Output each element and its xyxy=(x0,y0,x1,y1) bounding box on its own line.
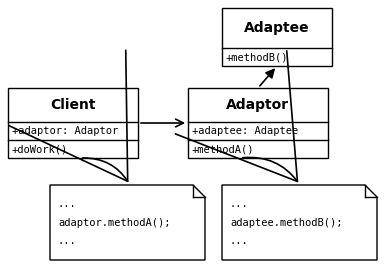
Text: +adaptee: Adaptee: +adaptee: Adaptee xyxy=(192,126,298,136)
Text: +adaptor: Adaptor: +adaptor: Adaptor xyxy=(12,126,118,136)
Text: ...: ... xyxy=(58,237,77,247)
Text: Adaptee: Adaptee xyxy=(244,21,310,35)
Bar xyxy=(8,88,138,158)
Text: ...: ... xyxy=(58,199,77,209)
Polygon shape xyxy=(50,185,205,260)
Text: ...: ... xyxy=(230,199,249,209)
Text: adaptor.methodA();: adaptor.methodA(); xyxy=(58,218,171,228)
FancyArrowPatch shape xyxy=(175,51,298,181)
FancyArrowPatch shape xyxy=(9,50,128,181)
Text: adaptee.methodB();: adaptee.methodB(); xyxy=(230,218,342,228)
Text: Adaptor: Adaptor xyxy=(227,98,290,112)
Text: +methodA(): +methodA() xyxy=(192,144,254,154)
Bar xyxy=(222,8,332,66)
Bar xyxy=(188,88,328,158)
Text: ...: ... xyxy=(230,237,249,247)
Text: +methodB(): +methodB() xyxy=(226,52,288,62)
Text: +doWork(): +doWork() xyxy=(12,144,68,154)
Text: Client: Client xyxy=(50,98,96,112)
Polygon shape xyxy=(222,185,377,260)
